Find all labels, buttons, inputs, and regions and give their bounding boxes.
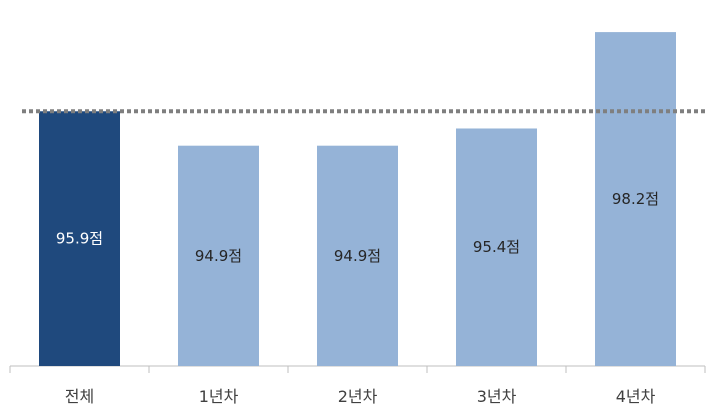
data-label: 95.9점 (56, 230, 103, 248)
data-label: 95.4점 (473, 238, 520, 256)
x-tick-label: 2년차 (338, 387, 378, 406)
bar (39, 111, 120, 367)
data-label: 98.2점 (612, 190, 659, 208)
bar (317, 145, 398, 366)
x-tick-label: 1년차 (199, 387, 239, 406)
data-label: 94.9점 (195, 247, 242, 265)
bar (178, 145, 259, 366)
bar (595, 32, 676, 366)
x-tick-label: 전체 (65, 387, 94, 406)
data-label: 94.9점 (334, 247, 381, 265)
bar (456, 128, 537, 366)
x-tick-label: 3년차 (477, 387, 517, 406)
x-axis-ticks (9, 366, 706, 373)
value-labels: 95.9점 94.9점 94.9점 95.4점 98.2점 (56, 190, 659, 265)
x-tick-label: 4년차 (616, 387, 656, 406)
bars (39, 32, 676, 367)
category-labels: 전체 1년차 2년차 3년차 4년차 (65, 387, 656, 406)
